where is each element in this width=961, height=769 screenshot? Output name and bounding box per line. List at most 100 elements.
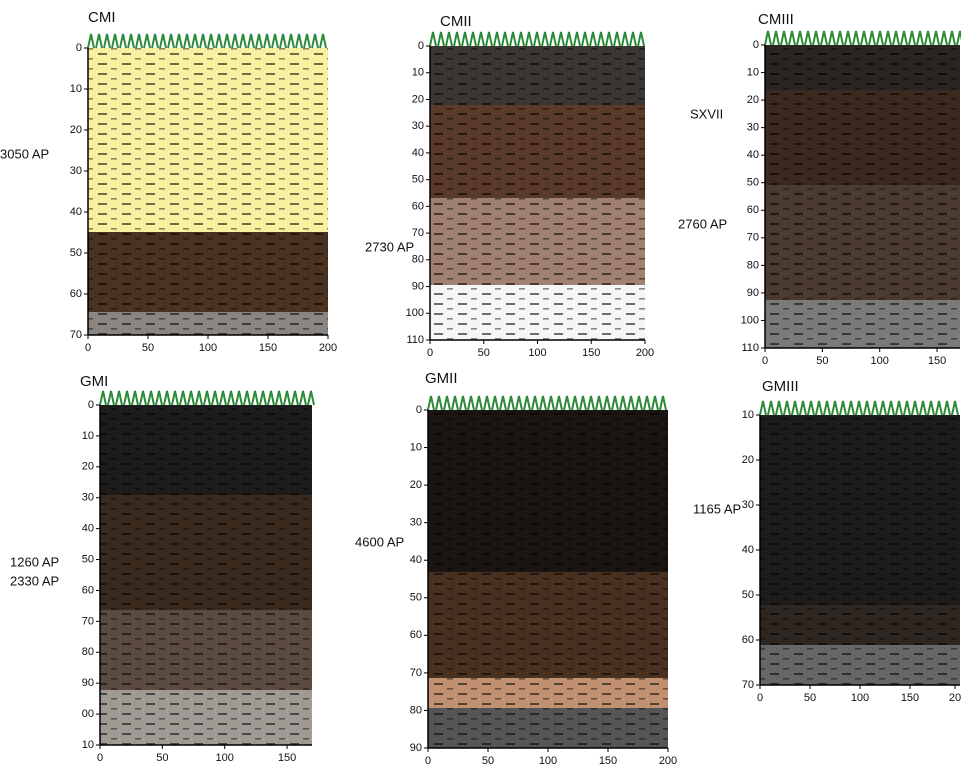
y-tick-label: 80 (410, 704, 422, 716)
grass (99, 390, 315, 406)
layer-texture (88, 232, 328, 312)
y-tick-label: 60 (742, 634, 754, 646)
y-tick-label: 60 (70, 288, 82, 300)
profile-title: CMIII (758, 11, 794, 28)
y-tick-label: 60 (82, 584, 94, 596)
x-tick-label: 50 (482, 755, 494, 767)
x-tick-label: 0 (757, 692, 763, 704)
profile-title: GMI (80, 373, 108, 390)
y-tick-label: 100 (406, 307, 424, 319)
x-tick-label: 100 (528, 347, 546, 359)
y-tick-label: 60 (747, 204, 759, 216)
layer-texture (428, 678, 668, 708)
x-tick-label: 150 (259, 342, 277, 354)
y-tick-label: 60 (410, 629, 422, 641)
y-tick-label: 0 (416, 404, 422, 416)
y-tick-label: 30 (82, 492, 94, 504)
y-tick-label: 10 (747, 66, 759, 78)
x-tick-label: 200 (636, 347, 654, 359)
y-tick-label: 100 (741, 314, 759, 326)
date-label: 4600 AP (355, 534, 404, 549)
date-label: SXVII (690, 106, 723, 121)
y-tick-label: 60 (412, 200, 424, 212)
y-tick-label: 70 (742, 679, 754, 691)
y-tick-label: 0 (88, 399, 94, 411)
y-tick-label: 0 (418, 40, 424, 52)
y-tick-label: 40 (82, 523, 94, 535)
y-tick-label: 50 (82, 553, 94, 565)
x-tick-label: 50 (142, 342, 154, 354)
date-label: 2730 AP (365, 239, 414, 254)
y-tick-label: 10 (82, 739, 94, 751)
profile-title: CMI (88, 9, 116, 26)
y-tick-label: 50 (742, 589, 754, 601)
layer-texture (430, 198, 645, 285)
date-label: 1260 AP (10, 554, 59, 569)
y-tick-label: 40 (410, 554, 422, 566)
y-tick-label: 30 (747, 122, 759, 134)
y-tick-label: 20 (742, 454, 754, 466)
layer-texture (100, 405, 312, 495)
grass (87, 33, 327, 49)
x-tick-label: 100 (216, 752, 234, 764)
layer-texture (428, 572, 668, 678)
layer-texture (760, 605, 960, 645)
layer-texture (100, 610, 312, 690)
y-tick-label: 50 (747, 177, 759, 189)
y-tick-label: 80 (412, 254, 424, 266)
y-tick-label: 50 (70, 247, 82, 259)
x-tick-label: 100 (851, 692, 869, 704)
x-tick-label: 50 (156, 752, 168, 764)
y-tick-label: 20 (82, 461, 94, 473)
grass (429, 31, 645, 47)
y-tick-label: 70 (412, 227, 424, 239)
soil-profile: 10 20 30 40 50 60 700 50 100 150 20 GMIII 1165 AP (693, 378, 961, 704)
profile-title: GMIII (762, 378, 799, 395)
x-tick-label: 100 (199, 342, 217, 354)
grass (759, 400, 959, 416)
layer-texture (430, 285, 645, 340)
layer-texture (430, 105, 645, 198)
profile-title: CMII (440, 13, 472, 30)
y-tick-label: 40 (412, 147, 424, 159)
layer-texture (765, 45, 960, 90)
x-tick-label: 100 (871, 355, 889, 367)
x-tick-label: 200 (659, 755, 677, 767)
y-tick-label: 70 (82, 615, 94, 627)
x-tick-label: 200 (319, 342, 337, 354)
y-tick-label: 90 (410, 742, 422, 754)
y-tick-label: 20 (70, 124, 82, 136)
y-tick-label: 30 (412, 120, 424, 132)
x-tick-label: 150 (599, 755, 617, 767)
y-tick-label: 30 (410, 517, 422, 529)
x-tick-label: 50 (478, 347, 490, 359)
y-tick-label: 30 (742, 499, 754, 511)
y-tick-label: 70 (70, 329, 82, 341)
grass (427, 395, 667, 411)
y-tick-label: 10 (410, 441, 422, 453)
x-tick-label: 0 (762, 355, 768, 367)
y-tick-label: 40 (70, 206, 82, 218)
y-tick-label: 20 (410, 479, 422, 491)
layer-texture (765, 185, 960, 300)
x-tick-label: 0 (85, 342, 91, 354)
x-tick-label: 150 (928, 355, 946, 367)
y-tick-label: 50 (410, 592, 422, 604)
layer-texture (765, 90, 960, 185)
layer-texture (760, 415, 960, 605)
y-tick-label: 0 (753, 39, 759, 51)
y-tick-label: 40 (747, 149, 759, 161)
y-tick-label: 10 (412, 67, 424, 79)
grass (764, 30, 961, 46)
layer-texture (765, 300, 960, 348)
y-tick-label: 110 (406, 334, 424, 346)
y-tick-label: 30 (70, 165, 82, 177)
x-tick-label: 0 (425, 755, 431, 767)
y-tick-label: 20 (747, 94, 759, 106)
layer-texture (428, 708, 668, 748)
y-tick-label: 40 (742, 544, 754, 556)
